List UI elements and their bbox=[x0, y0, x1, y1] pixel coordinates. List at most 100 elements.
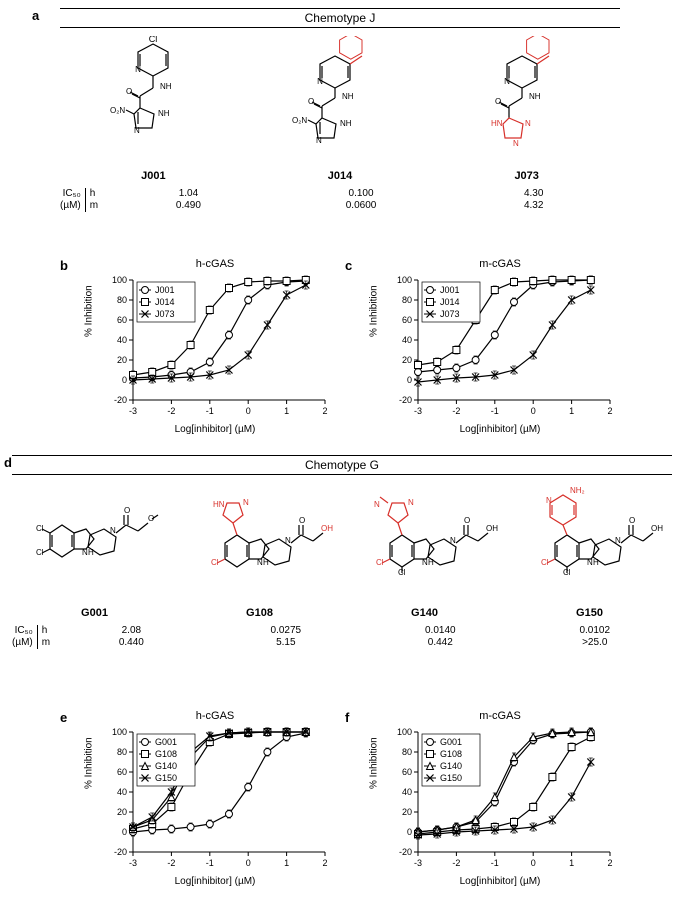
svg-text:O: O bbox=[495, 97, 501, 106]
svg-text:-20: -20 bbox=[114, 395, 127, 405]
svg-text:N: N bbox=[546, 496, 552, 505]
svg-text:-3: -3 bbox=[129, 406, 137, 416]
svg-text:80: 80 bbox=[402, 747, 412, 757]
svg-text:40: 40 bbox=[117, 335, 127, 345]
section-chemotype-g: Chemotype G NH N Cl Cl bbox=[12, 455, 672, 649]
compound-name-j001: J001 bbox=[60, 170, 247, 182]
compound-j014: N NH O NH N O₂N bbox=[247, 36, 434, 182]
svg-text:60: 60 bbox=[402, 315, 412, 325]
structure-j001: Cl N NH O NH N bbox=[108, 36, 198, 166]
svg-text:-1: -1 bbox=[206, 858, 214, 868]
svg-text:2: 2 bbox=[607, 406, 612, 416]
svg-text:100: 100 bbox=[397, 727, 412, 737]
svg-text:NH: NH bbox=[160, 82, 172, 91]
svg-text:-2: -2 bbox=[167, 858, 175, 868]
ic50-text: IC₅₀ bbox=[60, 188, 81, 200]
ic50-g150-m: >25.0 bbox=[518, 637, 672, 649]
compound-name-g140: G140 bbox=[342, 607, 507, 619]
structure-j014: N NH O NH N O₂N bbox=[290, 36, 390, 166]
compound-j001: Cl N NH O NH N bbox=[60, 36, 247, 182]
svg-text:2: 2 bbox=[322, 858, 327, 868]
svg-text:1: 1 bbox=[284, 406, 289, 416]
svg-text:80: 80 bbox=[117, 747, 127, 757]
svg-text:-3: -3 bbox=[414, 858, 422, 868]
svg-text:80: 80 bbox=[117, 295, 127, 305]
svg-text:40: 40 bbox=[117, 787, 127, 797]
ic50-label-g: IC₅₀ (µM) bbox=[12, 625, 38, 649]
svg-text:J001: J001 bbox=[155, 285, 175, 295]
ic50-g108-h: 0.0275 bbox=[209, 625, 363, 637]
svg-text:-20: -20 bbox=[399, 847, 412, 857]
svg-text:NH: NH bbox=[158, 109, 170, 118]
svg-text:0: 0 bbox=[246, 406, 251, 416]
chart-title-f: m-cGAS bbox=[380, 710, 620, 722]
svg-text:O: O bbox=[629, 516, 635, 525]
svg-text:-20: -20 bbox=[399, 395, 412, 405]
compound-j073: N NH O HN N N bbox=[433, 36, 620, 182]
ic50-j001-m: 0.490 bbox=[102, 200, 275, 212]
svg-text:40: 40 bbox=[402, 787, 412, 797]
panel-label-b: b bbox=[60, 258, 68, 273]
svg-text:G150: G150 bbox=[440, 773, 462, 783]
xlabel-f: Log[inhibitor] (µM) bbox=[380, 876, 620, 887]
svg-text:80: 80 bbox=[402, 295, 412, 305]
svg-text:O: O bbox=[464, 516, 470, 525]
ic50-g108: 0.0275 5.15 bbox=[209, 625, 363, 649]
chart-svg-b: -20020406080100-3-2-1012J001J014J073 bbox=[95, 272, 335, 422]
panel-label-e: e bbox=[60, 710, 67, 725]
ic50-j001: 1.04 0.490 bbox=[102, 188, 275, 212]
ic50-j073-h: 4.30 bbox=[447, 188, 620, 200]
ic50-g001-h: 2.08 bbox=[54, 625, 208, 637]
svg-text:60: 60 bbox=[402, 767, 412, 777]
svg-text:100: 100 bbox=[112, 275, 127, 285]
svg-text:O: O bbox=[299, 516, 305, 525]
svg-text:Cl: Cl bbox=[36, 524, 44, 533]
svg-text:G108: G108 bbox=[440, 749, 462, 759]
svg-text:-1: -1 bbox=[491, 858, 499, 868]
svg-text:2: 2 bbox=[322, 406, 327, 416]
ic50-values-g: 2.08 0.440 0.0275 5.15 0.0140 0.442 0.01… bbox=[54, 625, 672, 649]
svg-text:0: 0 bbox=[531, 406, 536, 416]
svg-text:60: 60 bbox=[117, 767, 127, 777]
svg-text:N: N bbox=[525, 119, 531, 128]
structure-g150: NH N Cl Cl N NH₂ bbox=[510, 483, 670, 603]
ic50-values-j: 1.04 0.490 0.100 0.0600 4.30 4.32 bbox=[102, 188, 620, 212]
ylabel-b: % Inhibition bbox=[84, 285, 95, 337]
structure-g001: NH N Cl Cl O O bbox=[30, 483, 160, 603]
svg-text:-3: -3 bbox=[414, 406, 422, 416]
svg-text:0: 0 bbox=[407, 375, 412, 385]
panel-label-a: a bbox=[32, 8, 39, 23]
svg-text:N: N bbox=[285, 536, 291, 545]
svg-text:O: O bbox=[124, 506, 130, 515]
svg-text:OH: OH bbox=[321, 524, 333, 533]
xlabel-c: Log[inhibitor] (µM) bbox=[380, 424, 620, 435]
svg-text:Cl: Cl bbox=[149, 36, 158, 44]
chart-title-c: m-cGAS bbox=[380, 258, 620, 270]
compound-g108: NH N Cl HN N O bbox=[177, 483, 342, 619]
svg-text:G140: G140 bbox=[155, 761, 177, 771]
chart-svg-c: -20020406080100-3-2-1012J001J014J073 bbox=[380, 272, 620, 422]
svg-text:1: 1 bbox=[284, 858, 289, 868]
svg-text:-1: -1 bbox=[206, 406, 214, 416]
svg-text:N: N bbox=[513, 139, 519, 148]
svg-text:J014: J014 bbox=[155, 297, 175, 307]
svg-text:1: 1 bbox=[569, 406, 574, 416]
compound-g140: NH N Cl Cl N N O bbox=[342, 483, 507, 619]
svg-text:HN: HN bbox=[491, 119, 503, 128]
ic50-j073: 4.30 4.32 bbox=[447, 188, 620, 212]
svg-text:100: 100 bbox=[397, 275, 412, 285]
ic50-j014-h: 0.100 bbox=[275, 188, 448, 200]
svg-text:O₂N: O₂N bbox=[110, 106, 125, 115]
ic50-hm-g: h m bbox=[38, 625, 54, 649]
chart-h-cgas-g: h-cGAS -20020406080100-3-2-1012G001G108G… bbox=[95, 710, 335, 887]
compound-name-g150: G150 bbox=[507, 607, 672, 619]
section-title-j: Chemotype J bbox=[60, 8, 620, 28]
panel-label-f: f bbox=[345, 710, 349, 725]
svg-text:N: N bbox=[450, 536, 456, 545]
svg-text:G001: G001 bbox=[440, 737, 462, 747]
svg-text:60: 60 bbox=[117, 315, 127, 325]
ic50-j014-m: 0.0600 bbox=[275, 200, 448, 212]
svg-text:OH: OH bbox=[486, 524, 498, 533]
compound-g150: NH N Cl Cl N NH₂ bbox=[507, 483, 672, 619]
ic50-j073-m: 4.32 bbox=[447, 200, 620, 212]
